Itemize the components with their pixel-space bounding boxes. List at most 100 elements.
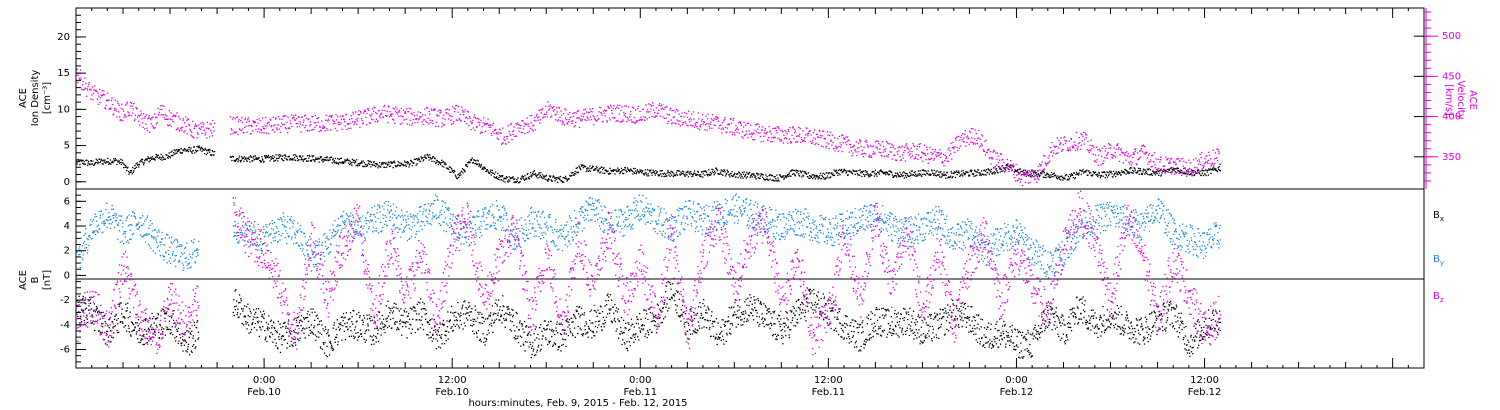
- data-point: [399, 111, 401, 113]
- data-point: [975, 175, 977, 177]
- data-point: [841, 151, 843, 153]
- data-point: [1158, 174, 1160, 176]
- data-point: [776, 132, 778, 134]
- top-panel-frame: [75, 7, 1425, 190]
- data-point: [1035, 174, 1037, 176]
- data-point: [1115, 156, 1117, 158]
- data-point: [793, 137, 795, 140]
- data-point: [964, 173, 966, 175]
- data-point: [98, 88, 101, 90]
- data-point: [265, 155, 267, 157]
- data-point: [145, 330, 147, 332]
- data-point: [250, 312, 252, 314]
- data-point: [306, 160, 308, 162]
- data-point: [661, 169, 663, 172]
- data-point: [826, 175, 829, 177]
- data-point: [281, 158, 283, 161]
- data-point: [383, 166, 385, 168]
- data-point: [989, 169, 991, 171]
- data-point: [189, 130, 192, 132]
- data-point: [1209, 158, 1212, 160]
- data-point: [471, 158, 473, 161]
- data-point: [766, 131, 768, 133]
- data-point: [1078, 142, 1080, 145]
- data-point: [732, 133, 734, 136]
- data-point: [769, 174, 771, 176]
- data-point: [349, 118, 351, 120]
- data-point: [651, 171, 654, 174]
- data-point: [715, 167, 717, 169]
- b-tick-label: 6: [64, 196, 70, 207]
- data-point: [581, 165, 583, 167]
- data-point: [949, 150, 951, 152]
- data-point: [884, 172, 886, 174]
- data-point: [790, 170, 793, 172]
- data-point: [745, 173, 747, 175]
- data-point: [1167, 157, 1169, 160]
- data-point: [484, 123, 486, 125]
- data-point: [1164, 165, 1166, 167]
- data-point: [953, 151, 956, 153]
- data-point: [311, 156, 314, 158]
- data-point: [836, 172, 838, 174]
- data-point: [209, 123, 211, 125]
- data-point: [1180, 172, 1182, 174]
- data-point: [435, 121, 437, 123]
- data-point: [1100, 175, 1102, 177]
- data-point: [295, 122, 297, 125]
- data-point: [700, 123, 702, 126]
- data-point: [731, 170, 733, 173]
- data-point: [201, 132, 203, 134]
- data-point: [744, 175, 746, 178]
- data-point: [157, 312, 159, 315]
- data-point: [522, 120, 524, 122]
- data-point: [118, 111, 120, 113]
- data-point: [832, 173, 834, 175]
- data-point: [692, 125, 694, 127]
- x-tick-time: 12:00: [438, 375, 467, 386]
- data-point: [655, 170, 657, 172]
- data-point: [346, 159, 348, 162]
- data-point: [722, 128, 725, 130]
- data-point: [826, 177, 828, 179]
- data-point: [1075, 131, 1078, 134]
- data-point: [1201, 169, 1203, 172]
- data-point: [193, 137, 195, 139]
- data-point: [637, 170, 640, 173]
- data-point: [121, 313, 123, 315]
- data-point: [908, 154, 910, 156]
- data-point: [843, 168, 845, 171]
- data-point: [971, 137, 973, 139]
- data-point: [1002, 159, 1004, 161]
- data-point: [610, 106, 612, 108]
- data-point: [340, 118, 343, 120]
- data-point: [152, 328, 154, 330]
- data-point: [161, 108, 163, 111]
- data-point: [369, 160, 371, 163]
- data-point: [547, 101, 549, 103]
- data-point: [969, 131, 971, 134]
- data-point: [283, 115, 285, 117]
- data-point: [137, 163, 139, 166]
- data-point: [1011, 170, 1013, 172]
- data-point: [670, 170, 672, 172]
- data-point: [262, 126, 264, 128]
- data-point: [1163, 165, 1165, 167]
- data-point: [204, 129, 206, 132]
- data-point: [678, 113, 680, 115]
- data-point: [336, 319, 338, 321]
- data-point: [390, 113, 392, 115]
- data-point: [865, 153, 867, 155]
- data-point: [562, 181, 564, 184]
- data-point: [273, 326, 275, 329]
- data-point: [962, 175, 964, 177]
- data-point: [94, 85, 96, 87]
- data-point: [231, 118, 234, 120]
- data-point: [812, 139, 814, 141]
- data-point: [784, 129, 786, 132]
- data-point: [1105, 154, 1108, 156]
- data-point: [135, 333, 138, 335]
- data-point: [630, 110, 632, 113]
- data-point: [147, 321, 149, 323]
- data-point: [962, 140, 964, 142]
